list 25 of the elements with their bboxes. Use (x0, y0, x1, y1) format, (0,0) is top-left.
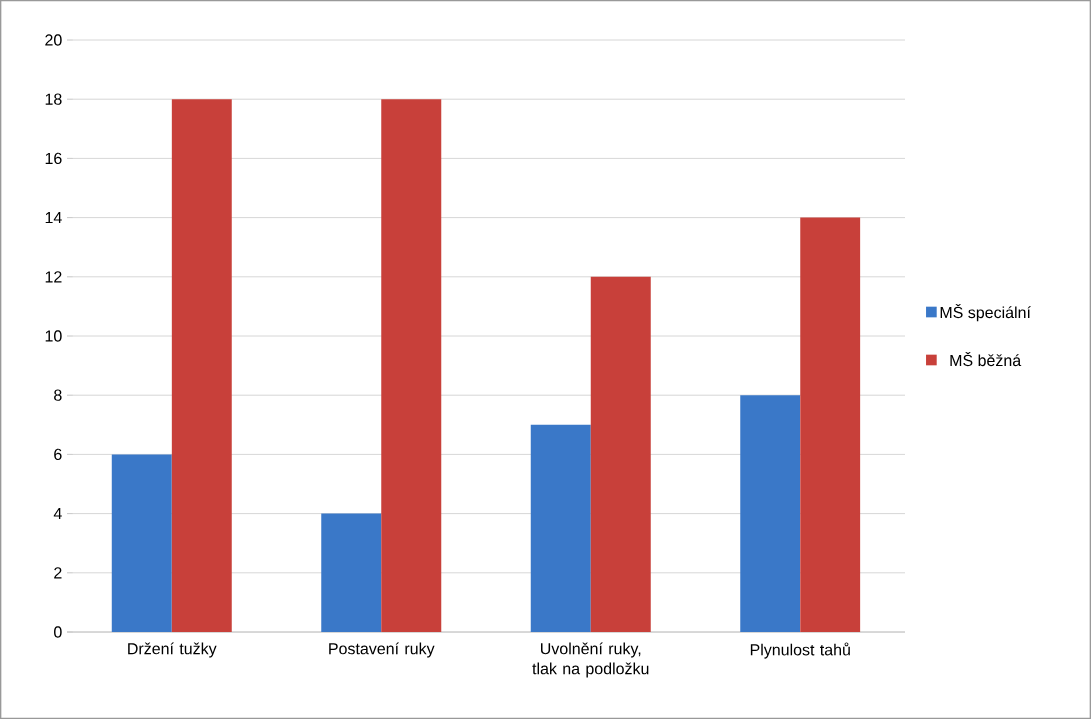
y-tick-label: 4 (53, 508, 62, 520)
bar (381, 99, 442, 632)
x-tick-label: Plynulost tahů (750, 642, 850, 659)
bar (800, 217, 861, 632)
y-tick-label: 12 (45, 271, 62, 283)
y-tick-label: 2 (54, 567, 62, 579)
bar (171, 99, 232, 632)
x-tick-label: Uvolnění ruky, tlak na podložku (532, 642, 649, 678)
legend-label: MŠ speciální (940, 304, 1031, 322)
y-tick-label: 14 (45, 212, 62, 224)
x-tick-label: Držení tužky (128, 642, 217, 658)
y-tick-label: 10 (45, 330, 62, 342)
bar (321, 513, 382, 632)
y-tick-label: 8 (54, 389, 62, 401)
bar (740, 395, 801, 632)
legend-label: MŠ běžná (950, 352, 1022, 367)
y-tick-label: 18 (45, 93, 62, 105)
y-tick-label: 20 (45, 34, 62, 46)
y-tick-label: 0 (54, 626, 62, 638)
y-tick-label: 16 (45, 152, 62, 165)
bar (530, 424, 591, 632)
bar (590, 276, 651, 632)
x-tick-label: Postavení ruky (329, 642, 435, 658)
bar (111, 454, 172, 632)
y-tick-label: 6 (54, 448, 62, 461)
